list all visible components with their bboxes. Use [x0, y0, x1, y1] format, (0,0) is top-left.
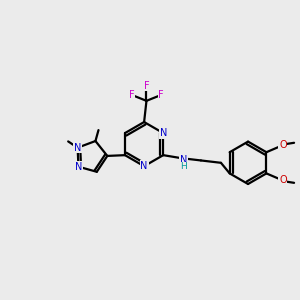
- Text: N: N: [180, 155, 188, 166]
- Text: N: N: [140, 161, 148, 171]
- Text: F: F: [144, 80, 149, 91]
- Text: N: N: [75, 162, 82, 172]
- Text: N: N: [74, 143, 81, 153]
- Text: F: F: [158, 90, 164, 100]
- Text: N: N: [160, 128, 167, 138]
- Text: H: H: [181, 162, 187, 171]
- Text: F: F: [129, 90, 135, 100]
- Text: O: O: [279, 140, 287, 150]
- Text: O: O: [279, 176, 287, 185]
